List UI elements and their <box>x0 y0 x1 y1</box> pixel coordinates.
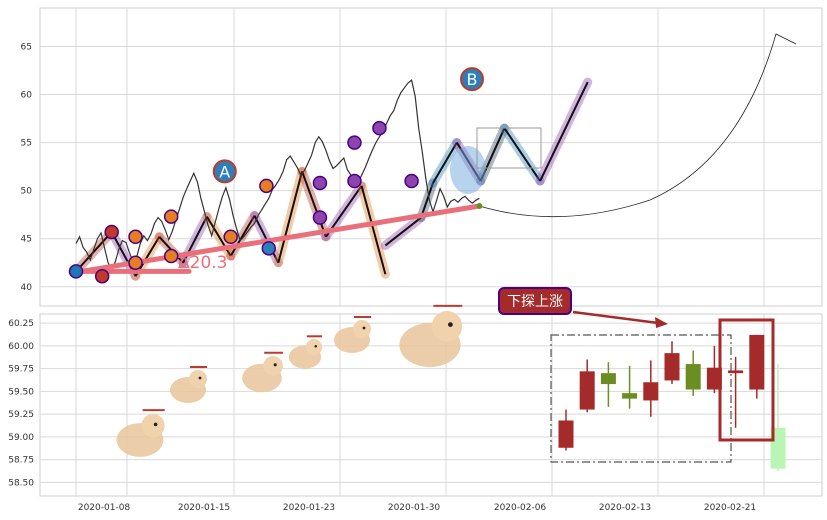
bot-xtick-0: 2020-01-08 <box>78 503 131 513</box>
bot-xtick-1: 2020-01-15 <box>178 503 230 513</box>
annotation-box <box>498 287 572 315</box>
candle-body-2 <box>600 373 616 385</box>
bot-xtick-3: 2020-01-30 <box>388 503 441 513</box>
bot-xtick-5: 2020-02-13 <box>599 503 651 513</box>
dog-head-4 <box>353 320 371 338</box>
projection-start-dot <box>476 203 483 210</box>
top-panel-frame <box>39 7 823 307</box>
top-ytick-65: 65 <box>21 42 32 52</box>
dog-head-2 <box>263 356 283 376</box>
zigzag-marker-9 <box>261 241 277 256</box>
bot-xtick-2: 2020-01-23 <box>283 503 335 513</box>
inset-box <box>476 127 542 169</box>
pattern-0-line-1 <box>110 231 137 277</box>
dog-head-0 <box>141 414 165 438</box>
label-B-text: B <box>467 70 478 89</box>
bot-ytick-7: 60.25 <box>8 319 34 329</box>
pattern-1-line-1 <box>420 182 434 218</box>
zigzag-marker-4 <box>128 229 143 245</box>
bottom-panel-frame <box>39 313 823 497</box>
bot-ytick-5: 59.75 <box>8 365 34 375</box>
zigzag-marker-11 <box>312 175 328 191</box>
top-ytick-60: 60 <box>21 91 33 101</box>
projection-curve <box>479 33 797 218</box>
pattern-0-line-11 <box>360 185 387 275</box>
top-ytick-55: 55 <box>21 139 32 149</box>
annotation-arrowhead <box>655 317 668 328</box>
zigzag-marker-14 <box>372 120 387 136</box>
top-ytick-45: 45 <box>21 235 32 245</box>
dog-head-5 <box>431 311 463 342</box>
pattern-1-line-5 <box>503 127 541 182</box>
dog-head-3 <box>305 339 323 356</box>
zigzag-marker-6 <box>163 209 179 224</box>
zigzag-marker-15 <box>404 173 419 189</box>
trend-line <box>79 203 482 274</box>
candle-body-9 <box>749 334 765 390</box>
candle-body-0 <box>558 420 574 448</box>
annotation-label: 下探上涨 <box>507 294 563 310</box>
bot-ytick-4: 59.50 <box>8 387 34 397</box>
price-line <box>75 79 480 271</box>
zigzag-marker-13 <box>347 173 362 189</box>
pattern-1-line-0 <box>384 216 422 247</box>
zigzag-marker-3 <box>128 255 143 270</box>
label-A-circle <box>212 159 237 184</box>
pattern-0-line-9 <box>301 171 327 238</box>
pattern-0-line-0 <box>75 231 113 273</box>
bot-xtick-6: 2020-02-21 <box>704 503 756 513</box>
zigzag-marker-2 <box>94 268 110 284</box>
label-B-circle <box>460 67 484 92</box>
dog-eye-1 <box>198 376 202 380</box>
dog-eye-5 <box>448 322 453 327</box>
zigzag-marker-1 <box>104 224 119 240</box>
candle-body-4 <box>643 382 659 401</box>
pattern-1-line-6 <box>539 81 589 182</box>
pattern-0-line-6 <box>229 215 256 257</box>
dog-head-1 <box>189 370 207 388</box>
bot-ytick-0: 58.50 <box>8 478 34 488</box>
zigzag-marker-8 <box>259 178 274 194</box>
trend-angle-label: Δ20.3° <box>178 253 236 273</box>
dog-eye-3 <box>314 344 318 348</box>
candle-body-8 <box>728 370 744 374</box>
candle-body-6 <box>685 364 701 390</box>
red-highlight-box <box>718 318 775 442</box>
bot-ytick-2: 59.00 <box>8 433 34 443</box>
bot-ytick-1: 58.75 <box>8 456 34 466</box>
bot-ytick-6: 60.00 <box>8 342 34 352</box>
candle-body-5 <box>664 353 680 381</box>
candle-body-1 <box>579 371 595 410</box>
dog-eye-4 <box>362 326 366 330</box>
highlight-ellipse <box>450 146 486 194</box>
annotation-arrow-line <box>572 310 659 325</box>
dog-eye-0 <box>153 422 158 427</box>
zigzag-marker-10 <box>312 210 328 225</box>
zigzag-marker-12 <box>347 135 362 150</box>
candle-body-3 <box>622 393 638 399</box>
label-A-text: A <box>219 162 230 181</box>
bot-ytick-3: 59.25 <box>8 410 34 420</box>
pattern-1-line-2 <box>432 142 458 184</box>
candle-body-7 <box>706 367 722 390</box>
top-ytick-50: 50 <box>21 187 33 197</box>
top-ytick-40: 40 <box>21 283 33 293</box>
dog-eye-2 <box>273 363 277 367</box>
zigzag-marker-7 <box>223 229 238 245</box>
pattern-0-line-8 <box>277 171 304 263</box>
dashed-selection-box <box>550 334 732 463</box>
bot-xtick-4: 2020-02-06 <box>494 503 547 513</box>
zigzag-marker-0 <box>68 264 84 279</box>
zigzag-marker-5 <box>163 248 179 264</box>
